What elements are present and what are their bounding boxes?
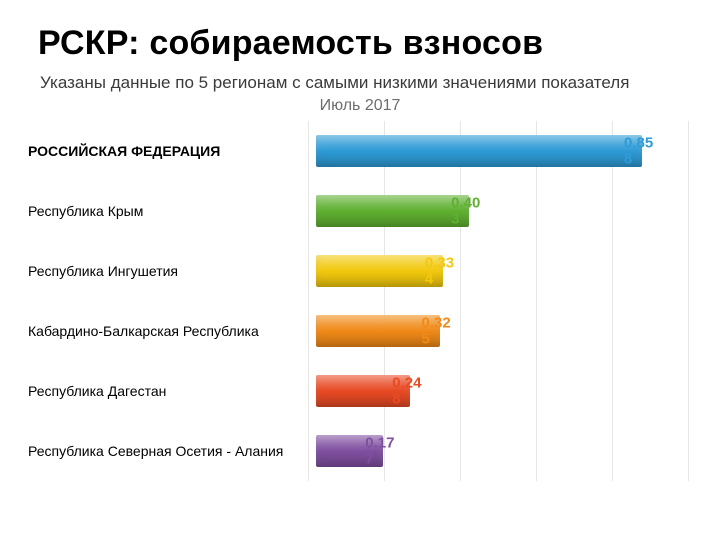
bar-area: 0.177 (316, 421, 692, 481)
bar-chart: РОССИЙСКАЯ ФЕДЕРАЦИЯ 0.858 Республика Крым… (28, 121, 692, 481)
bar-row: Республика Дагестан 0.248 (28, 361, 692, 421)
bar-label: Республика Крым (28, 203, 316, 219)
slide: РСКР: собираемость взносов Указаны данны… (0, 0, 720, 540)
bar-label: РОССИЙСКАЯ ФЕДЕРАЦИЯ (28, 143, 316, 159)
bar-area: 0.403 (316, 181, 692, 241)
bar-value: 0.325 (422, 315, 456, 347)
bar (316, 135, 642, 167)
bar-row: Республика Ингушетия 0.334 (28, 241, 692, 301)
bar (316, 255, 443, 287)
bar-value: 0.248 (392, 375, 426, 407)
bar-row: Республика Северная Осетия - Алания 0.177 (28, 421, 692, 481)
bar-area: 0.248 (316, 361, 692, 421)
y-axis-line (308, 121, 309, 481)
chart-title: Июль 2017 (28, 97, 692, 115)
bar-row: Кабардино-Балкарская Республика 0.325 (28, 301, 692, 361)
bar-area: 0.858 (316, 121, 692, 181)
bar-label: Республика Северная Осетия - Алания (28, 443, 316, 459)
bar-label: Республика Дагестан (28, 383, 316, 399)
bar-value: 0.403 (451, 195, 485, 227)
bar-value: 0.334 (425, 255, 459, 287)
bar-value: 0.177 (365, 435, 399, 467)
bar-area: 0.325 (316, 301, 692, 361)
bar-row: Республика Крым 0.403 (28, 181, 692, 241)
bar-label: Республика Ингушетия (28, 263, 316, 279)
slide-subtitle: Указаны данные по 5 регионам с самыми ни… (40, 73, 692, 93)
bar-label: Кабардино-Балкарская Республика (28, 323, 316, 339)
bar (316, 195, 469, 227)
bar-row: РОССИЙСКАЯ ФЕДЕРАЦИЯ 0.858 (28, 121, 692, 181)
bar-value: 0.858 (624, 135, 658, 167)
bar-area: 0.334 (316, 241, 692, 301)
chart-container: Июль 2017 РОССИЙСКАЯ ФЕДЕРАЦИЯ 0.858 Респу… (28, 97, 692, 481)
slide-title: РСКР: собираемость взносов (38, 24, 692, 63)
